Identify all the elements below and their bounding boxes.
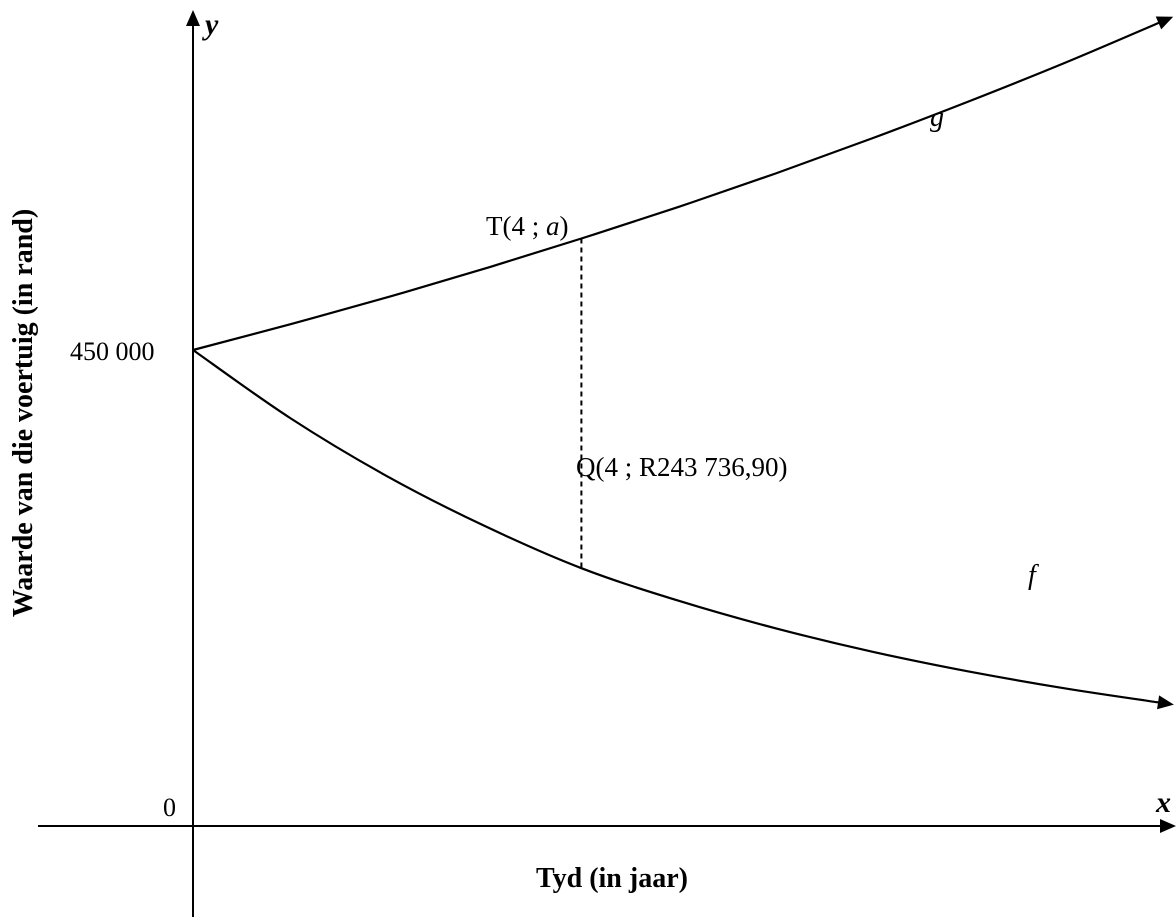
origin-label: 0 [163,793,176,822]
curve-g-label: g [930,102,944,133]
curve-f [192,349,1165,705]
point-t-label: T(4 ; a) [486,211,569,241]
x-axis-title: Tyd (in jaar) [536,863,688,894]
curves [192,16,1174,710]
y-axis-arrow [186,10,200,26]
x-axis-name: x [1155,786,1171,819]
curve-f-arrow [1157,695,1174,710]
curve-g [192,19,1165,352]
curve-g-arrow [1155,16,1174,30]
y-axis-name: y [202,8,219,41]
y-tick-label: 450 000 [70,337,155,366]
curve-f-label: f [1028,560,1039,591]
point-q-label: Q(4 ; R243 736,90) [576,452,788,482]
x-axis-arrow [1160,819,1176,833]
axes [38,10,1176,917]
y-axis-title: Waarde van die voertuig (in rand) [8,209,39,617]
